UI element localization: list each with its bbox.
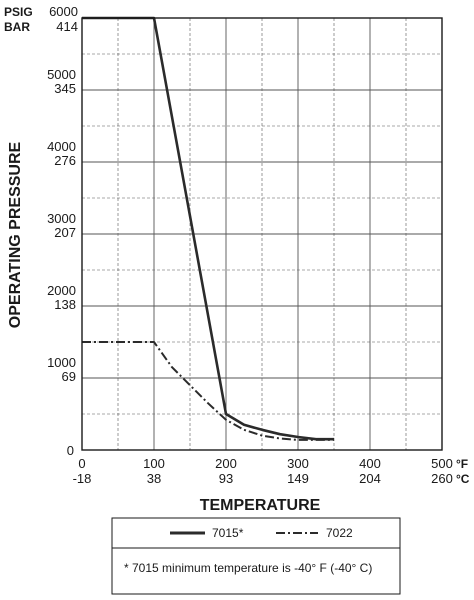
- x-tick-label-c: 38: [147, 471, 161, 486]
- legend-label-7022: 7022: [326, 526, 353, 540]
- x-tick-label-c: 93: [219, 471, 233, 486]
- x-tick-label-f: 100: [143, 456, 165, 471]
- y-unit-primary: PSIG: [4, 5, 33, 19]
- x-tick-label-c: 260: [431, 471, 453, 486]
- y-tick-label-psi: 6000: [49, 4, 78, 19]
- legend-label-7015: 7015*: [212, 526, 244, 540]
- y-tick-label-psi: 5000: [47, 67, 76, 82]
- series-line-7022: [82, 341, 334, 441]
- y-tick-label-psi: 2000: [47, 283, 76, 298]
- x-axis-title: TEMPERATURE: [200, 497, 321, 514]
- x-tick-label-f: 200: [215, 456, 237, 471]
- footnote: * 7015 minimum temperature is -40° F (-4…: [124, 561, 372, 575]
- y-tick-label-psi: 3000: [47, 211, 76, 226]
- y-tick-label-psi: 0: [67, 443, 74, 458]
- y-tick-label-bar: 69: [62, 369, 76, 384]
- y-axis-title: OPERATING PRESSURE: [7, 141, 24, 328]
- legend-frame: [111, 517, 401, 595]
- y-unit-secondary: BAR: [4, 20, 30, 34]
- y-tick-label-psi: 4000: [47, 139, 76, 154]
- plot-frame: [81, 17, 443, 451]
- y-tick-label-bar: 276: [54, 153, 76, 168]
- y-tick-label-bar: 207: [54, 225, 76, 240]
- x-tick-label-c: 149: [287, 471, 309, 486]
- x-tick-label-c: -18: [73, 471, 92, 486]
- x-tick-label-c: 204: [359, 471, 381, 486]
- y-tick-label-bar: 345: [54, 81, 76, 96]
- x-unit-primary: °F: [456, 457, 468, 471]
- y-tick-label-bar: 138: [54, 297, 76, 312]
- x-unit-secondary: °C: [456, 472, 470, 486]
- y-tick-label-bar: 414: [56, 19, 78, 34]
- axis-layer: 0100069200013830002074000276500034560004…: [47, 4, 470, 486]
- series-layer: [82, 16, 334, 441]
- x-tick-label-f: 300: [287, 456, 309, 471]
- x-tick-label-f: 0: [78, 456, 85, 471]
- y-tick-label-psi: 1000: [47, 355, 76, 370]
- x-tick-label-f: 500: [431, 456, 453, 471]
- x-tick-label-f: 400: [359, 456, 381, 471]
- series-line-7015: [82, 16, 334, 441]
- grid-layer: [82, 18, 442, 450]
- legend: 7015* 7022 * 7015 minimum temperature is…: [111, 517, 401, 595]
